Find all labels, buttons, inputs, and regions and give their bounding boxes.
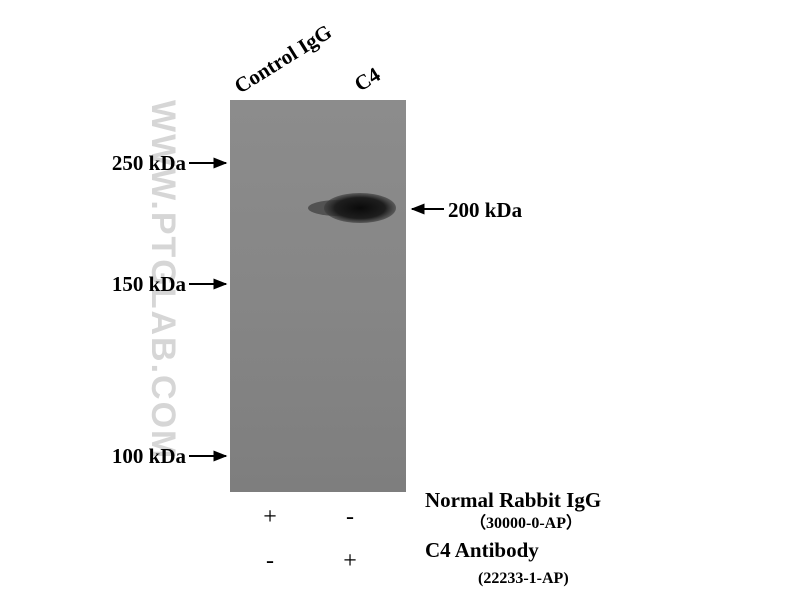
sign: +	[263, 504, 277, 530]
marker-label: 250 kDa	[112, 151, 187, 175]
band-label: 200 kDa	[448, 198, 523, 222]
lane-label: C4	[350, 62, 385, 96]
watermark: WWW.PTGLAB.COM	[144, 100, 182, 460]
lane-label: Control IgG	[230, 20, 336, 99]
sign: -	[266, 548, 274, 574]
sign: -	[346, 504, 354, 530]
marker-label: 150 kDa	[112, 272, 187, 296]
treatment-catalog: （30000-0-AP）	[470, 514, 582, 532]
band	[324, 193, 396, 223]
treatment-name: Normal Rabbit IgG	[425, 488, 601, 512]
blot	[230, 100, 406, 492]
treatment-name: C4 Antibody	[425, 538, 539, 562]
treatment-catalog: (22233-1-AP)	[478, 570, 569, 587]
marker-label: 100 kDa	[112, 444, 187, 468]
sign: +	[343, 548, 357, 574]
